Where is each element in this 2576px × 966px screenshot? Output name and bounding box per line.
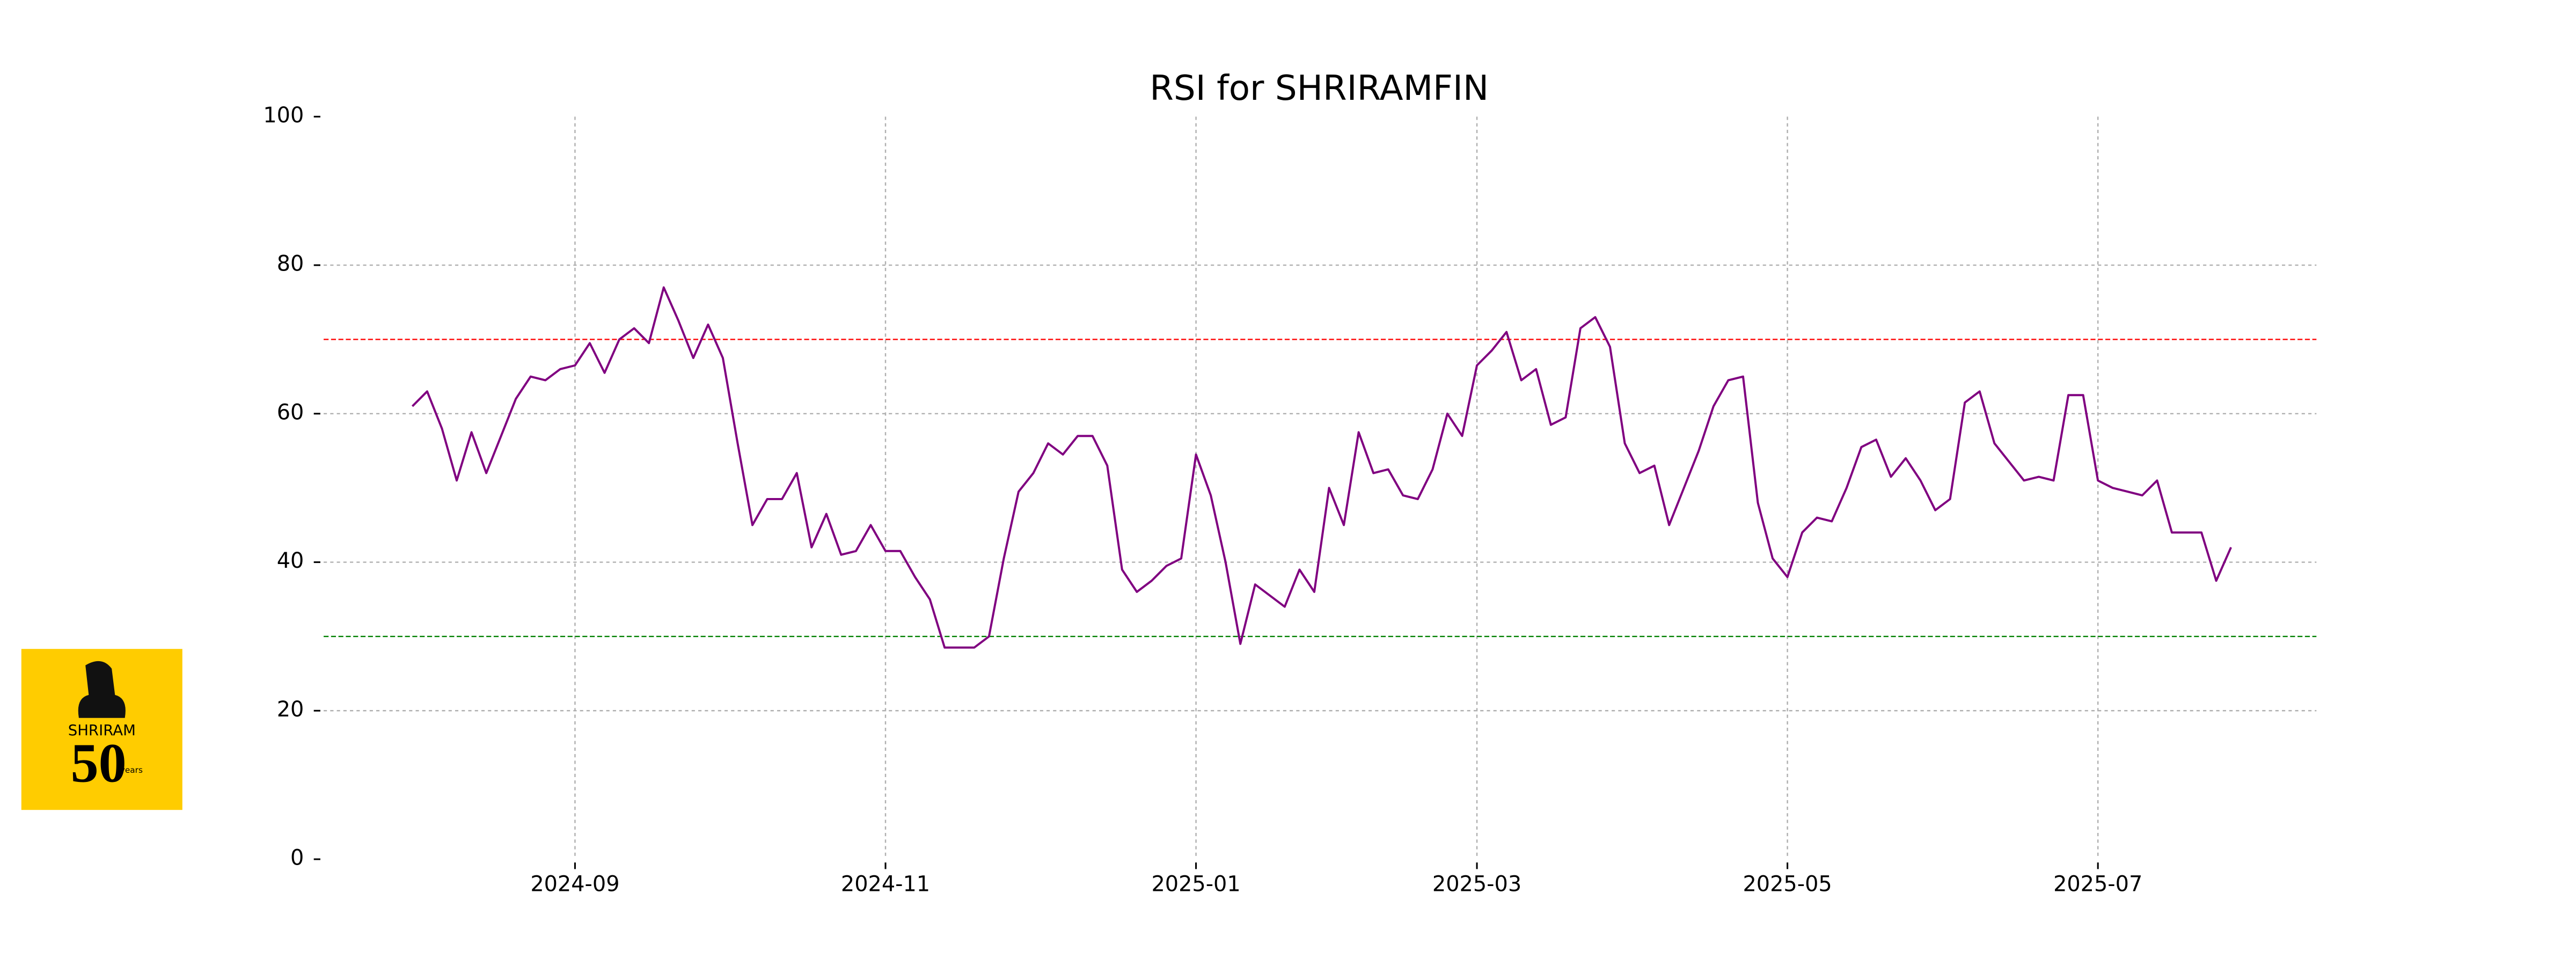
y-tick-label: 100: [263, 103, 304, 128]
rsi-line: [411, 286, 2232, 649]
logo-suffix: years: [120, 765, 143, 775]
y-tick-label: 20: [277, 697, 304, 722]
x-tick-label: 2025-03: [1432, 872, 1521, 897]
logo-name: SHRIRAM: [68, 722, 136, 739]
logo-figure: [78, 661, 126, 718]
y-tick-label: 80: [277, 252, 304, 276]
logo: SHRIRAM 50 years: [21, 649, 182, 810]
x-tick-label: 2025-05: [1743, 872, 1832, 897]
chart-title: RSI for SHRIRAMFIN: [1150, 68, 1489, 108]
y-tick-label: 40: [277, 548, 304, 573]
y-tick-label: 0: [290, 846, 304, 870]
x-tick-label: 2025-01: [1151, 872, 1240, 897]
y-tick-label: 60: [277, 400, 304, 425]
x-tick-label: 2024-09: [530, 872, 619, 897]
x-tick-label: 2024-11: [841, 872, 930, 897]
logo-number: 50: [71, 732, 127, 794]
x-tick-label: 2025-07: [2053, 872, 2142, 897]
